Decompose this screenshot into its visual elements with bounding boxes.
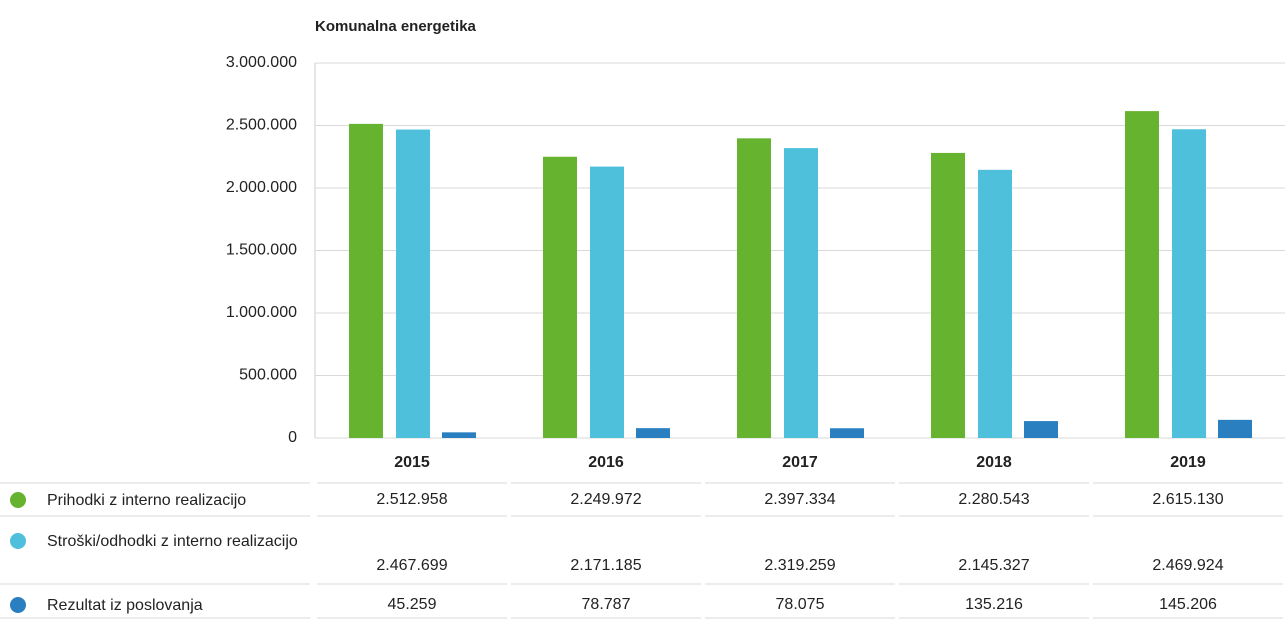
bar — [590, 166, 624, 438]
legend-label: Stroški/odhodki z interno realizacijo — [47, 533, 298, 550]
table-value: 2.249.972 — [570, 491, 641, 508]
legend-label: Rezultat iz poslovanja — [47, 597, 203, 614]
x-tick-label: 2018 — [976, 454, 1012, 471]
legend-label: Prihodki z interno realizacijo — [47, 492, 247, 509]
table-value: 2.171.185 — [570, 557, 641, 574]
y-tick-label: 1.000.000 — [226, 304, 297, 321]
legend-marker — [10, 597, 26, 613]
x-tick-label: 2017 — [782, 454, 818, 471]
table-value: 2.469.924 — [1152, 557, 1223, 574]
bar — [442, 432, 476, 438]
y-tick-label: 1.500.000 — [226, 242, 297, 259]
table-value: 2.145.327 — [958, 557, 1029, 574]
table-value: 2.467.699 — [376, 557, 447, 574]
y-tick-label: 500.000 — [239, 367, 297, 384]
table-value: 2.319.259 — [764, 557, 835, 574]
legend-label-box: Stroški/odhodki z interno realizacijo — [47, 533, 298, 550]
x-tick-label: 2019 — [1170, 454, 1206, 471]
bar — [349, 123, 383, 438]
bar — [1218, 419, 1252, 438]
chart-title: Komunalna energetika — [315, 18, 477, 35]
table-value: 2.615.130 — [1152, 491, 1223, 508]
bar — [1125, 111, 1159, 438]
bar — [396, 129, 430, 438]
legend-label-box: Prihodki z interno realizacijo — [47, 492, 247, 509]
table-value: 135.216 — [965, 596, 1023, 613]
legend-marker — [10, 533, 26, 549]
x-tick-label: 2015 — [394, 454, 430, 471]
bar — [830, 428, 864, 438]
y-tick-label: 0 — [288, 429, 297, 446]
x-tick-label: 2016 — [588, 454, 624, 471]
bar — [784, 148, 818, 438]
y-tick-label: 2.500.000 — [226, 117, 297, 134]
table-value: 2.512.958 — [376, 491, 447, 508]
table-value: 2.397.334 — [764, 491, 835, 508]
bar — [1024, 421, 1058, 438]
bar — [543, 156, 577, 439]
bar — [737, 138, 771, 438]
bar — [931, 152, 965, 438]
legend-label-box: Rezultat iz poslovanja — [47, 597, 203, 614]
bar — [978, 169, 1012, 439]
y-tick-label: 2.000.000 — [226, 179, 297, 196]
table-value: 78.787 — [582, 596, 631, 613]
bar — [636, 428, 670, 438]
table-value: 2.280.543 — [958, 491, 1029, 508]
y-tick-label: 3.000.000 — [226, 54, 297, 71]
table-value: 45.259 — [388, 596, 437, 613]
table-value: 145.206 — [1159, 596, 1217, 613]
table-value: 78.075 — [776, 596, 825, 613]
bar — [1172, 129, 1206, 438]
legend-marker — [10, 492, 26, 508]
